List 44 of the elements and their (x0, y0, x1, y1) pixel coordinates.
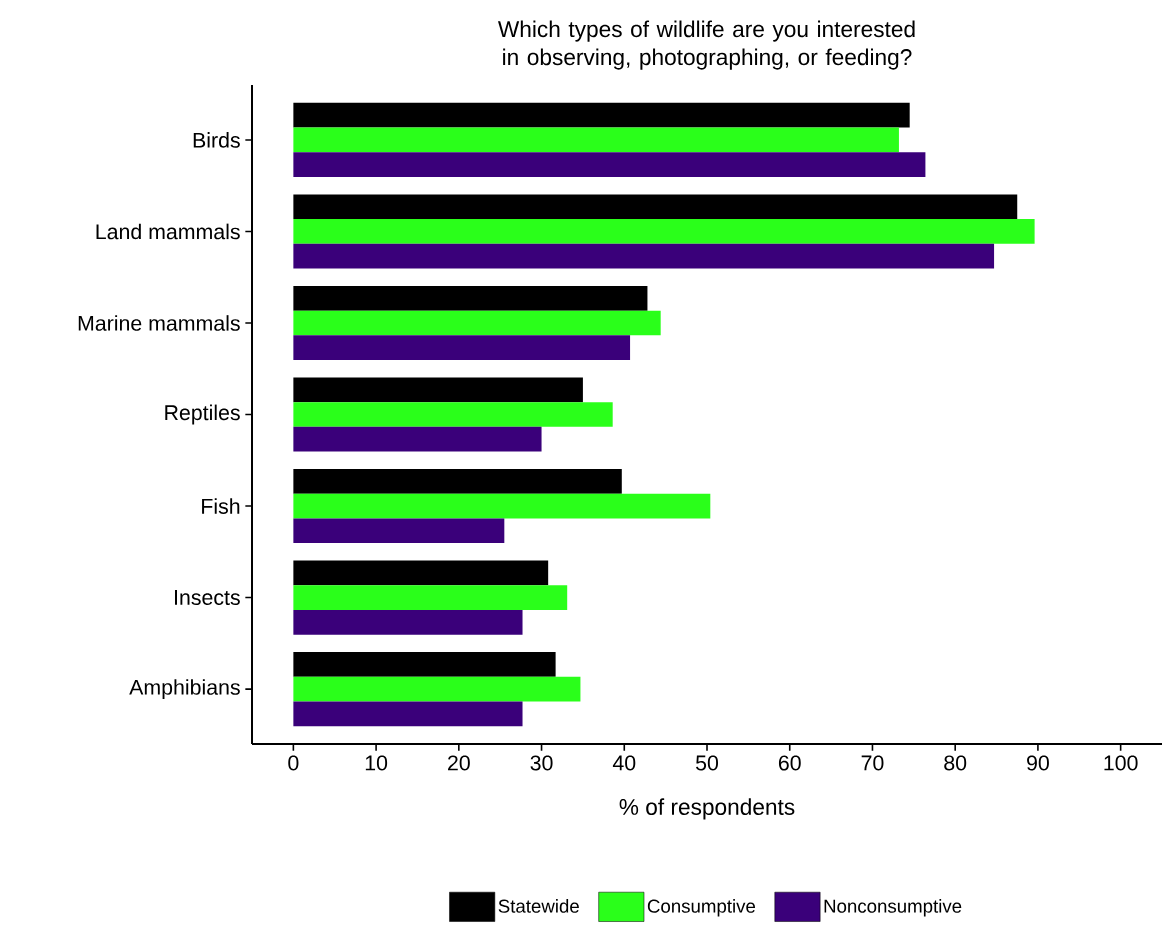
x-tick-label: 70 (861, 755, 884, 771)
bar (293, 402, 613, 427)
y-tick-label: Insects (175, 590, 240, 606)
y-tick-label: Amphibians (129, 679, 240, 700)
x-axis-title: % of respondents (619, 798, 795, 820)
bar (293, 701, 523, 727)
x-tick-label: 100 (1104, 755, 1138, 771)
bar (293, 152, 926, 177)
bar (293, 285, 648, 311)
x-tick-label: 60 (778, 755, 801, 771)
bar (293, 493, 711, 519)
legend-label: Consumptive (647, 899, 756, 917)
legend-label: Nonconsumptive (824, 899, 962, 917)
x-tick-label: 90 (1027, 755, 1049, 771)
bar (293, 585, 568, 610)
chart-title: Which types of wildlife are you interested in observing, photographing, or feeding? (497, 20, 915, 70)
bar (293, 310, 661, 336)
x-tick-label: 0 (288, 755, 299, 771)
bar (293, 518, 505, 544)
x-tick-label: 20 (448, 755, 470, 771)
x-tick-label: 80 (944, 755, 967, 771)
bar (293, 194, 1018, 220)
bar (293, 560, 549, 586)
bar (293, 219, 1035, 244)
y-tick-label: Reptiles (165, 404, 240, 425)
bar (293, 335, 631, 361)
bar (293, 609, 523, 635)
bar (293, 652, 556, 677)
y-tick-label: Birds (193, 132, 240, 148)
bar (293, 102, 910, 128)
y-tick-label: Land mammals (96, 223, 240, 240)
x-tick-label: 40 (612, 755, 636, 771)
bar (293, 468, 622, 494)
bar (293, 426, 542, 452)
x-tick-label: 30 (530, 755, 553, 771)
x-tick-label: 50 (696, 755, 719, 771)
bar (293, 676, 581, 702)
bar (293, 243, 995, 269)
legend-label: Statewide (498, 899, 579, 913)
y-tick-label: Marine mammals (78, 315, 240, 331)
bar (293, 377, 583, 403)
y-tick-label: Fish (202, 498, 240, 514)
x-tick-label: 10 (365, 755, 388, 771)
bar (293, 127, 899, 153)
